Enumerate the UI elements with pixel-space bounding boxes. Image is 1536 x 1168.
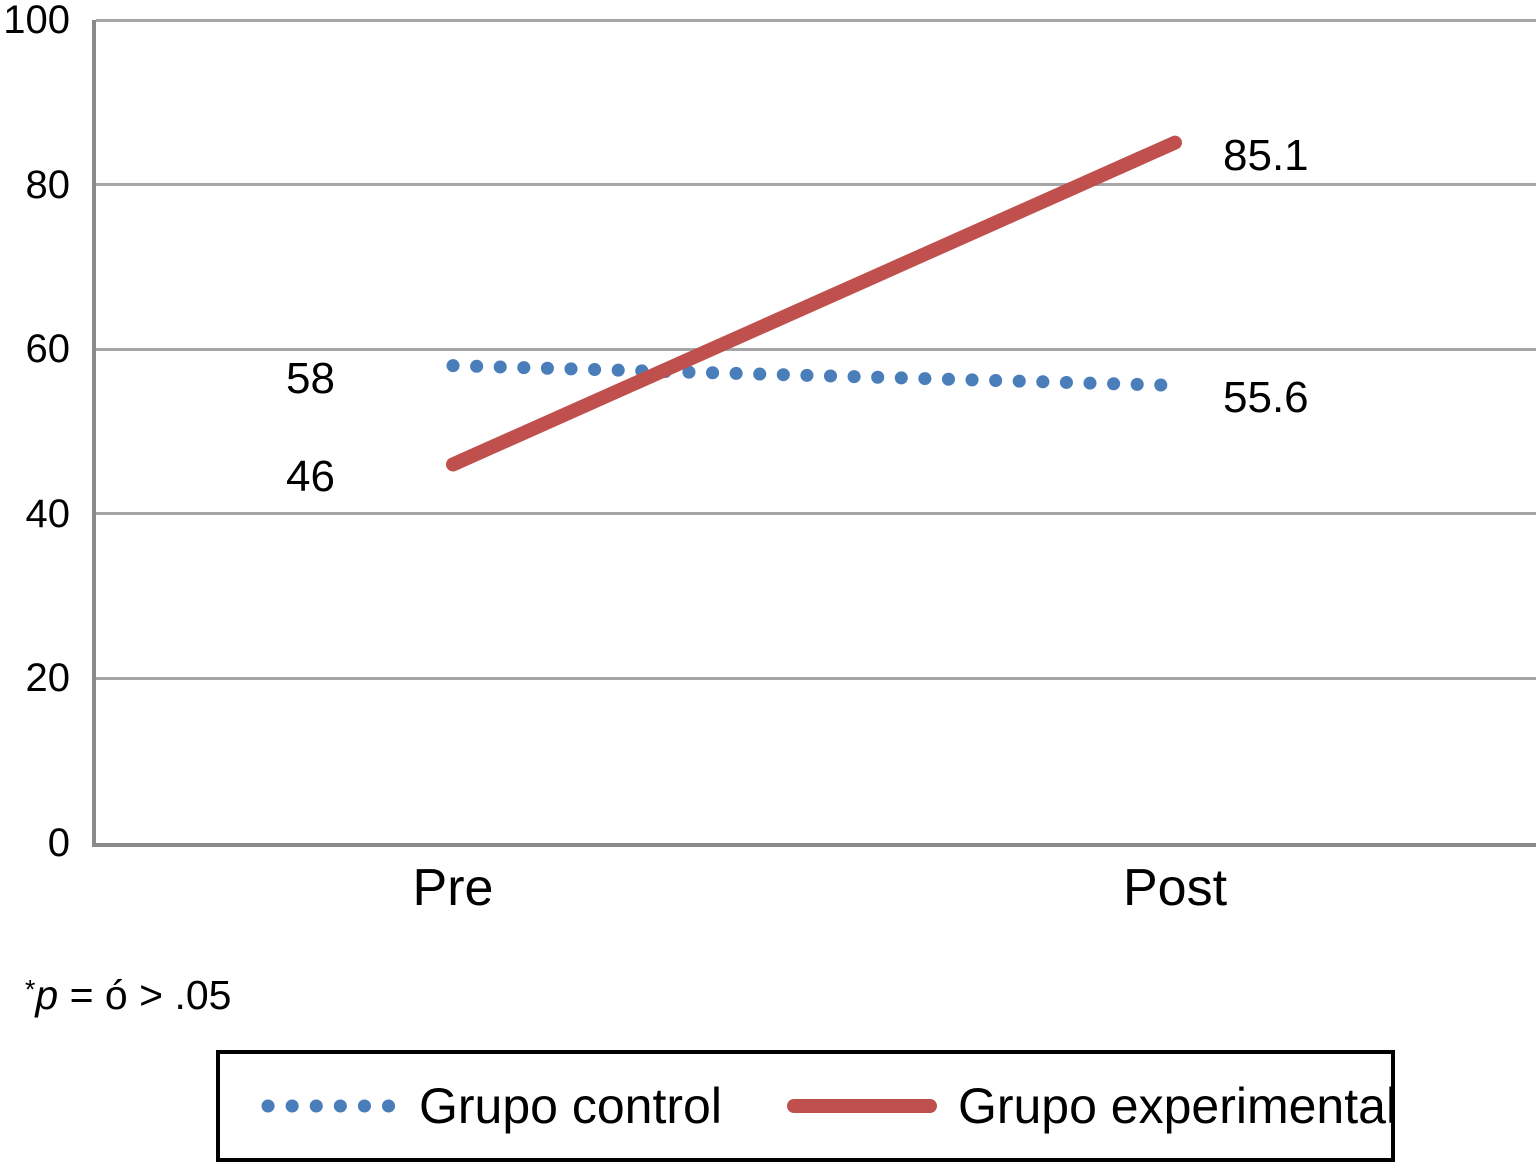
gridline-60 <box>96 347 1536 351</box>
y-tick-label-40: 40 <box>25 491 71 536</box>
plot-area <box>92 18 1536 847</box>
x-axis-labels: Pre Post <box>0 862 1536 922</box>
experimental-solid-swatch-icon <box>786 1099 937 1113</box>
y-tick-label-100: 100 <box>3 0 70 42</box>
data-label-control-pre: 58 <box>286 353 335 403</box>
y-tick-label-0: 0 <box>47 821 70 865</box>
data-label-experimental-post: 85.1 <box>1223 130 1309 180</box>
legend-item-control: Grupo control <box>261 1081 722 1131</box>
y-tick-label-60: 60 <box>25 327 71 372</box>
gridline-20 <box>96 676 1536 680</box>
gridline-100 <box>96 18 1536 22</box>
data-label-experimental-pre: 46 <box>286 452 335 502</box>
footnote-asterisk: * <box>25 974 36 1005</box>
control-dotted-swatch-icon <box>261 1099 399 1113</box>
y-tick-label-20: 20 <box>25 656 71 701</box>
y-tick-label-80: 80 <box>25 162 71 207</box>
legend-label-control: Grupo control <box>419 1078 722 1134</box>
legend-box: Grupo control Grupo experimental <box>216 1050 1397 1162</box>
x-category-label-pre: Pre <box>412 859 494 917</box>
y-axis-ticks: 0 20 40 60 80 100 <box>0 0 72 1168</box>
footnote-p: p <box>35 972 59 1018</box>
significance-footnote: *p = ó > .05 <box>25 972 231 1019</box>
legend-label-experimental: Grupo experimental <box>957 1078 1398 1134</box>
data-label-control-post: 55.6 <box>1223 373 1309 423</box>
legend-item-experimental: Grupo experimental <box>786 1081 1397 1131</box>
gridline-40 <box>96 512 1536 516</box>
footnote-rest: = ó > .05 <box>58 972 232 1018</box>
gridline-80 <box>96 183 1536 187</box>
x-category-label-post: Post <box>1122 859 1228 917</box>
